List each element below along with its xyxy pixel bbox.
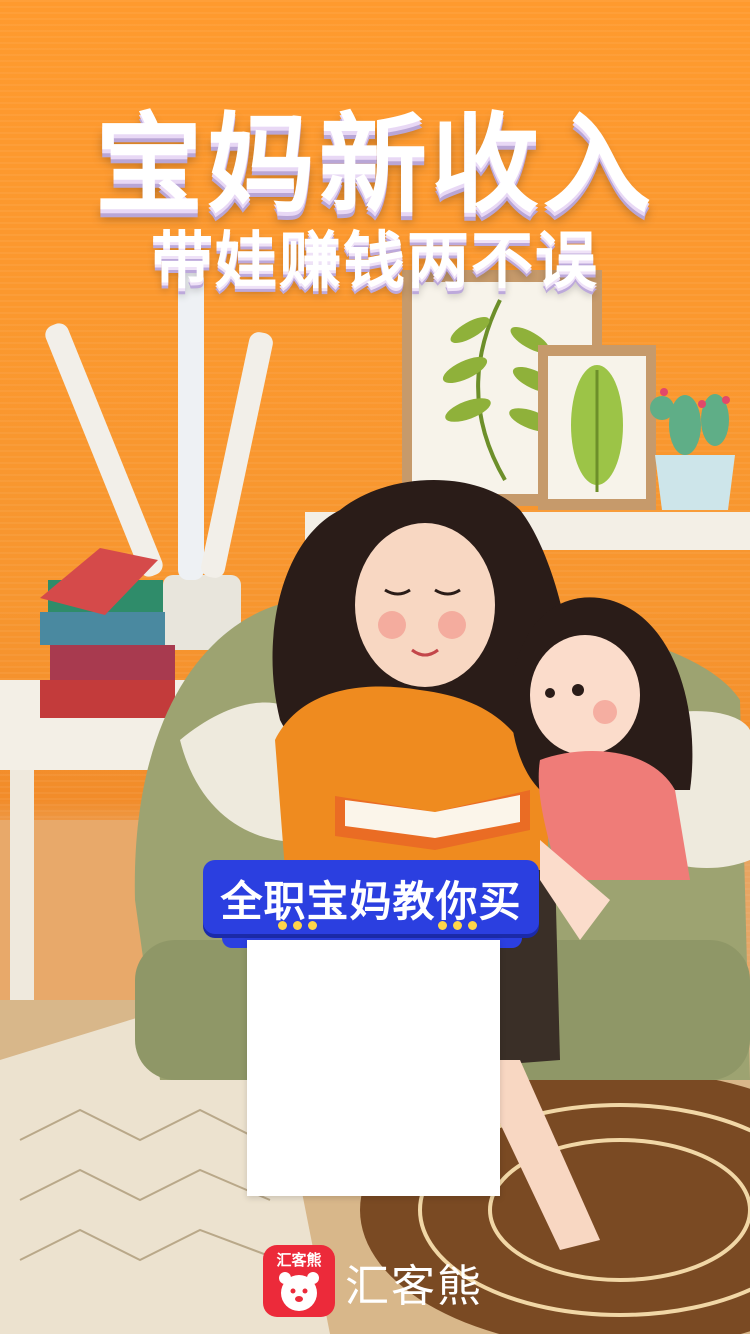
paper-roll-1 [45,323,163,577]
girl-face [530,635,640,755]
brand-logo-text: 汇客熊 [276,1251,322,1269]
promo-badge: 全职宝妈教你买 [203,860,539,934]
fern-leaf [476,299,507,482]
poster-title: 宝妈新收入 [94,103,655,228]
cactus [669,395,701,455]
rug-pattern [19,1108,281,1262]
girl-legs [540,840,610,940]
paper-roll-2 [178,270,204,580]
paper-roll-3 [201,332,273,578]
cactus-pot [655,455,735,510]
book-3 [40,612,165,645]
poster-subtitle: 带娃赚钱两不误 [150,224,599,297]
brand-logo: 汇客熊 [263,1245,335,1317]
badge-dot [278,921,287,930]
badge-dot [468,921,477,930]
badge-dot [293,921,302,930]
fern-leaves [442,317,558,432]
bear-icon [279,1272,319,1311]
badge-dot [308,921,317,930]
book-1 [40,680,175,718]
mother-face [355,523,495,687]
badge-dot [453,921,462,930]
book-5 [40,548,158,615]
book-2 [50,645,175,680]
mother-legs [470,1060,600,1250]
brand-name: 汇客熊 [345,1261,483,1312]
badge-dot [438,921,447,930]
qr-code-placeholder[interactable] [247,940,500,1196]
wood-floor [0,820,150,1000]
promo-badge-text: 全职宝妈教你买 [220,877,522,926]
vase [163,575,241,650]
girl-dress [538,751,690,880]
